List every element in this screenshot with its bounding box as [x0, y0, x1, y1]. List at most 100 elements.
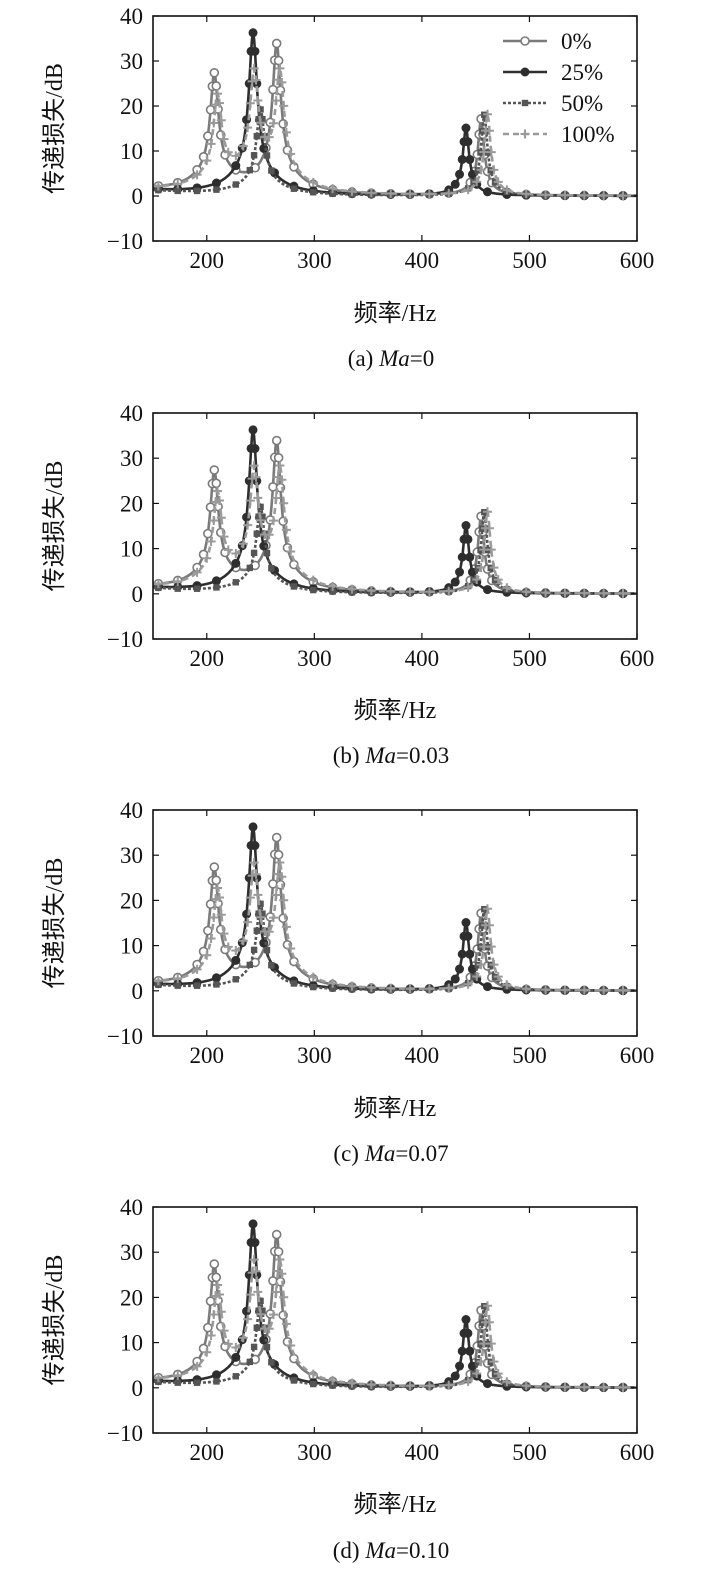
data-point — [268, 565, 275, 572]
data-point — [209, 67, 220, 78]
data-point — [243, 520, 253, 530]
y-tick-label: 30 — [120, 843, 143, 868]
data-point — [486, 1339, 496, 1349]
data-point — [281, 1319, 291, 1329]
data-point — [250, 1238, 260, 1248]
data-point — [231, 1343, 241, 1353]
caption-prefix: (c) — [333, 1141, 364, 1166]
data-point — [310, 983, 317, 991]
data-point — [211, 178, 221, 188]
data-point — [482, 585, 492, 595]
data-point — [476, 959, 486, 969]
y-tick-label: −10 — [107, 627, 143, 652]
data-point — [213, 1378, 220, 1385]
data-point — [347, 186, 357, 196]
data-point — [599, 191, 609, 201]
x-tick-label: 600 — [620, 646, 655, 671]
data-point — [461, 123, 471, 133]
data-point — [502, 1377, 512, 1387]
data-point — [268, 962, 275, 969]
data-point — [271, 890, 281, 900]
data-point — [264, 1324, 274, 1334]
data-point — [484, 126, 494, 136]
data-point — [231, 946, 241, 956]
data-point — [211, 576, 221, 586]
data-point — [465, 155, 475, 165]
data-point — [541, 190, 551, 200]
data-point — [245, 496, 255, 506]
data-point — [202, 156, 212, 166]
data-point — [193, 1379, 201, 1386]
data-point — [249, 858, 259, 868]
chart-panel: −10 0 10 20 30 40 200 300 400 500 600 频率/Hz 传递损失/dB (… — [41, 798, 654, 1166]
x-tick-label: 300 — [297, 1440, 332, 1465]
data-point — [579, 190, 589, 200]
data-point — [264, 927, 274, 937]
data-point — [463, 185, 473, 195]
plot-area — [153, 1219, 637, 1393]
data-point — [253, 1287, 263, 1297]
data-point — [213, 584, 220, 591]
data-point — [268, 1359, 275, 1366]
data-point — [173, 973, 183, 983]
data-point — [202, 553, 212, 563]
data-point — [206, 139, 216, 149]
data-point — [465, 552, 475, 562]
series-line — [153, 1254, 637, 1389]
data-point — [209, 913, 219, 923]
x-tick-label: 500 — [512, 646, 547, 671]
data-point — [209, 118, 219, 128]
chart-panel: −10 0 10 20 30 40 200 300 400 500 600 频率/Hz 传递损失/dB (… — [41, 4, 654, 371]
data-point — [246, 1358, 253, 1366]
data-point — [245, 98, 255, 108]
data-point — [521, 984, 531, 994]
data-point — [246, 961, 253, 969]
data-point — [174, 585, 181, 592]
data-point — [286, 149, 296, 159]
data-point — [238, 936, 248, 946]
data-point — [211, 1370, 221, 1380]
data-point — [251, 472, 261, 482]
x-tick-label: 500 — [512, 1440, 547, 1465]
data-point — [153, 1373, 163, 1383]
data-point — [211, 1272, 222, 1283]
data-point — [502, 980, 512, 990]
data-point — [457, 949, 467, 959]
data-point — [203, 1322, 213, 1333]
data-point — [255, 910, 262, 917]
data-point — [250, 444, 260, 454]
data-point — [250, 946, 258, 954]
data-point — [482, 1301, 492, 1311]
data-point — [174, 1379, 181, 1386]
data-point — [268, 516, 278, 526]
data-point — [560, 985, 570, 995]
data-point — [213, 1280, 223, 1290]
data-point — [259, 513, 266, 520]
data-point — [256, 515, 266, 525]
data-point — [405, 1381, 415, 1391]
legend-marker — [521, 99, 529, 107]
data-point — [486, 942, 496, 952]
plot-area — [153, 822, 637, 996]
data-point — [202, 950, 212, 960]
caption-italic: Ma — [364, 743, 396, 768]
chart-panel: −10 0 10 20 30 40 200 300 400 500 600 频率/Hz 传递损失/dB (… — [41, 1195, 654, 1563]
data-point — [211, 875, 222, 886]
data-point — [541, 588, 551, 598]
x-tick-label: 300 — [297, 646, 332, 671]
data-point — [290, 185, 298, 192]
series-line — [153, 1223, 637, 1389]
data-point — [253, 530, 260, 537]
data-point — [461, 521, 471, 531]
data-point — [250, 549, 258, 557]
data-point — [277, 77, 287, 87]
data-point — [489, 563, 499, 573]
data-point — [386, 189, 396, 199]
plot-frame — [152, 809, 638, 1037]
data-point — [493, 972, 503, 982]
data-point — [482, 904, 492, 914]
legend-marker — [520, 67, 530, 77]
plot-area — [153, 425, 637, 599]
data-point — [489, 960, 499, 970]
data-point — [484, 523, 494, 533]
